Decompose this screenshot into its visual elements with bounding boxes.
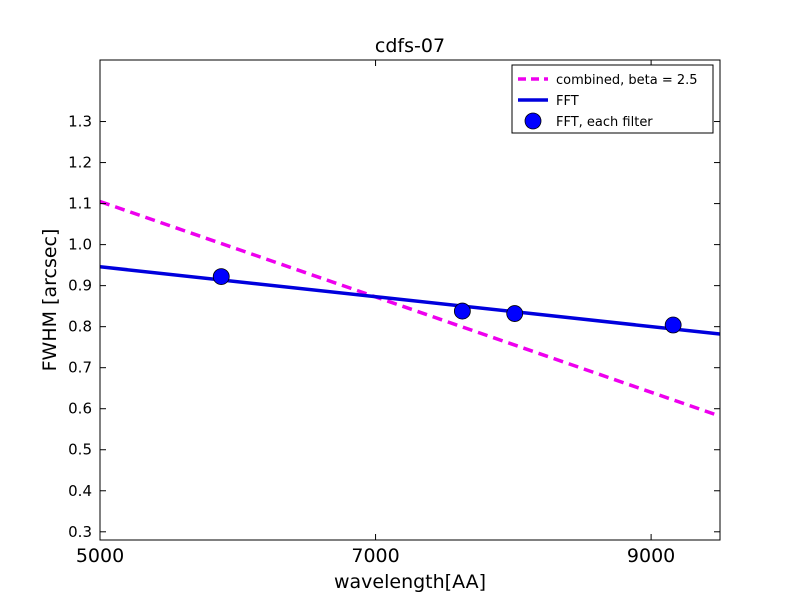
chart-title: cdfs-07	[375, 35, 445, 57]
legend-swatch	[524, 112, 542, 130]
data-point	[453, 302, 471, 320]
legend-label: FFT	[556, 94, 579, 109]
legend: combined, beta = 2.5 FFT FFT, each filter	[511, 64, 714, 134]
legend-item: FFT, each filter	[524, 112, 653, 130]
legend-item: combined, beta = 2.5	[518, 73, 698, 88]
data-point	[212, 268, 230, 286]
x-tick-label: 5000	[76, 545, 124, 567]
series-line-1	[100, 265, 720, 336]
legend-item: FFT	[518, 94, 579, 109]
y-tick-label: 0.8	[68, 318, 92, 336]
y-tick-label: 0.6	[68, 400, 92, 418]
y-tick-label: 0.7	[68, 359, 92, 377]
x-tick-label: 7000	[351, 545, 399, 567]
x-axis-title: wavelength[AA]	[334, 571, 486, 593]
y-tick-label: 0.9	[68, 277, 92, 295]
legend-label: combined, beta = 2.5	[556, 73, 698, 88]
x-tick-label: 9000	[627, 545, 675, 567]
legend-label: FFT, each filter	[556, 115, 653, 130]
data-point	[506, 305, 524, 322]
y-tick-label: 1.2	[68, 154, 92, 172]
y-tick-label: 0.5	[68, 441, 92, 459]
y-tick-label: 0.4	[68, 482, 92, 500]
y-tick-label: 0.3	[68, 523, 92, 541]
plot-area	[99, 59, 721, 541]
series-line-0	[100, 199, 720, 418]
y-tick-label: 1.0	[68, 236, 92, 254]
data-point	[664, 316, 682, 334]
y-tick-label: 1.1	[68, 195, 92, 213]
y-axis-title: FWHM [arcsec]	[39, 229, 61, 372]
y-tick-label: 1.3	[68, 113, 92, 131]
